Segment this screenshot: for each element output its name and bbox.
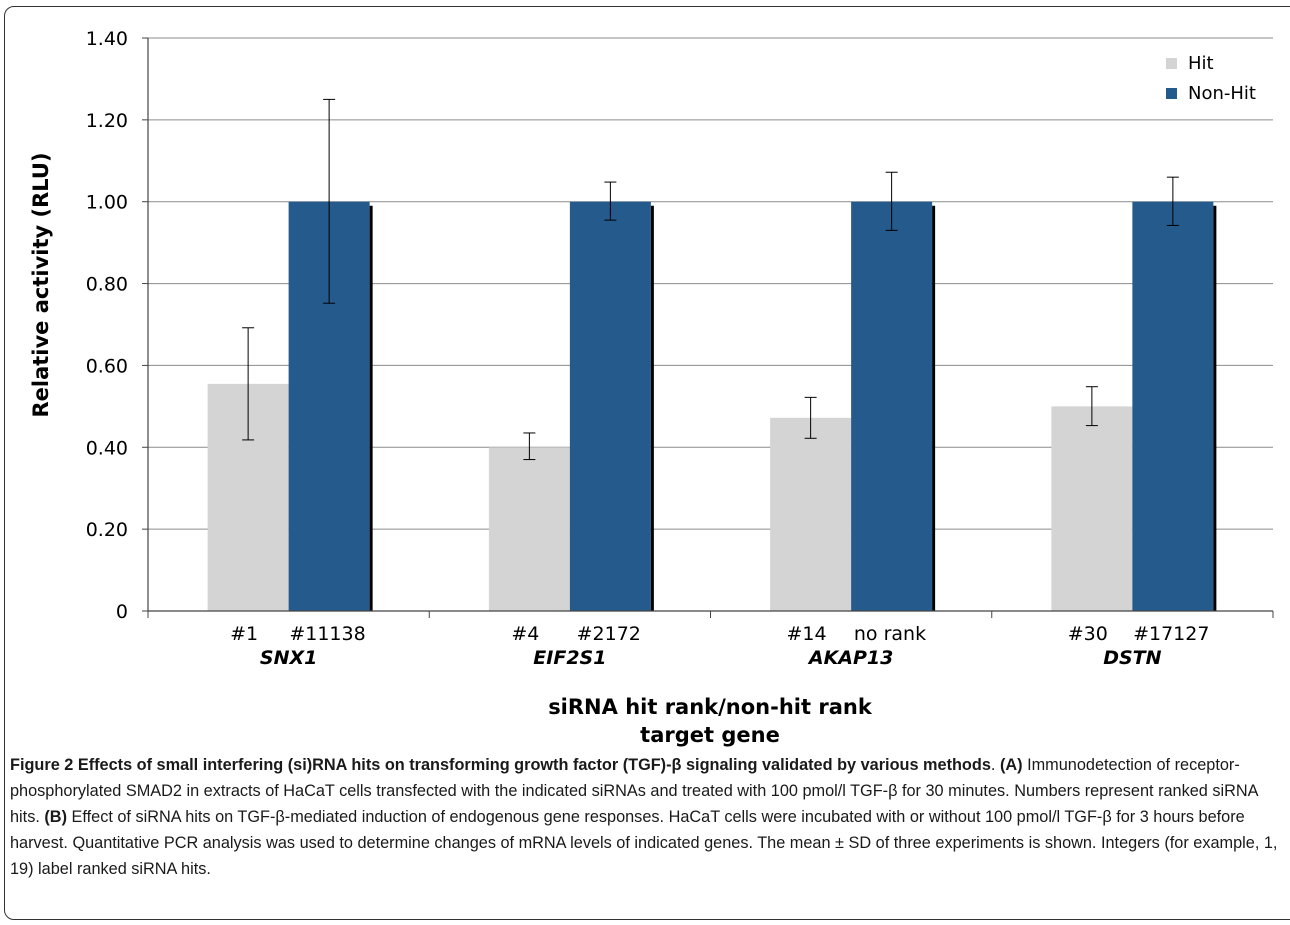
rank-label-hit-snx1: #1 [230,623,258,645]
error-bars [242,98,1179,461]
axes [147,38,1274,618]
bar-non-hit-akap13 [851,201,933,611]
rank-label-nonhit-dstn: #17127 [1133,623,1209,645]
caption-label-a: (A) [999,756,1023,774]
y-tick-label-1: 0.20 [86,519,128,541]
rank-label-nonhit-snx1: #11138 [289,623,365,645]
legend-label-non-hit: Non-Hit [1188,83,1256,104]
category-label-snx1: SNX1 [260,647,317,669]
bar-hit-akap13 [770,417,852,611]
caption-title: Figure 2 Effects of small interfering (s… [10,756,991,774]
figure-frame [4,6,1290,920]
y-tick-label-0: 0 [116,601,128,623]
bars [207,201,1217,611]
bar-hit-eif2s1 [488,447,570,611]
caption-text-a: Immunodetection of receptor-phosphorylat… [10,756,1258,826]
bar-non-hit-eif2s1 [569,201,651,611]
x-axis-label-line-1: siRNA hit rank/non-hit rank [548,695,873,719]
rank-label-nonhit-akap13: no rank [854,623,926,645]
legend-swatch-hit [1166,58,1177,69]
legend-label-hit: Hit [1188,53,1214,74]
legend-swatch-non-hit [1166,88,1177,99]
bar-non-hit-dstn [1132,201,1214,611]
bar-hit-dstn [1051,406,1133,611]
y-tick-label-7: 1.40 [86,28,128,50]
category-label-akap13: AKAP13 [807,647,894,669]
y-tick-label-5: 1.00 [86,192,128,214]
rank-label-hit-akap13: #14 [787,623,827,645]
y-tick-label-4: 0.80 [86,274,128,296]
y-axis-label: Relative activity (RLU) [29,152,53,417]
figure-caption: Figure 2 Effects of small interfering (s… [10,752,1282,882]
caption-label-b: (B) [44,808,67,826]
rank-label-nonhit-eif2s1: #2172 [577,623,641,645]
category-label-dstn: DSTN [1103,647,1161,669]
bar-chart: 0 0.20 0.40 0.60 0.80 1.00 1.20 1.40 #1 #11138SN… [29,28,1274,747]
y-tick-label-6: 1.20 [86,110,128,132]
category-label-eif2s1: EIF2S1 [533,647,606,669]
y-tick-label-3: 0.60 [86,355,128,377]
caption-text-b: Effect of siRNA hits on TGF-β-mediated i… [10,808,1278,878]
y-axis-ticks: 0 0.20 0.40 0.60 0.80 1.00 1.20 1.40 [86,28,148,623]
y-tick-label-2: 0.40 [86,437,128,459]
legend: Hit Non-Hit [1166,53,1256,104]
x-axis-label-line-2: target gene [640,723,780,747]
rank-label-hit-eif2s1: #4 [511,623,539,645]
rank-label-hit-dstn: #30 [1068,623,1108,645]
caption-title-suffix: . [990,756,1000,774]
